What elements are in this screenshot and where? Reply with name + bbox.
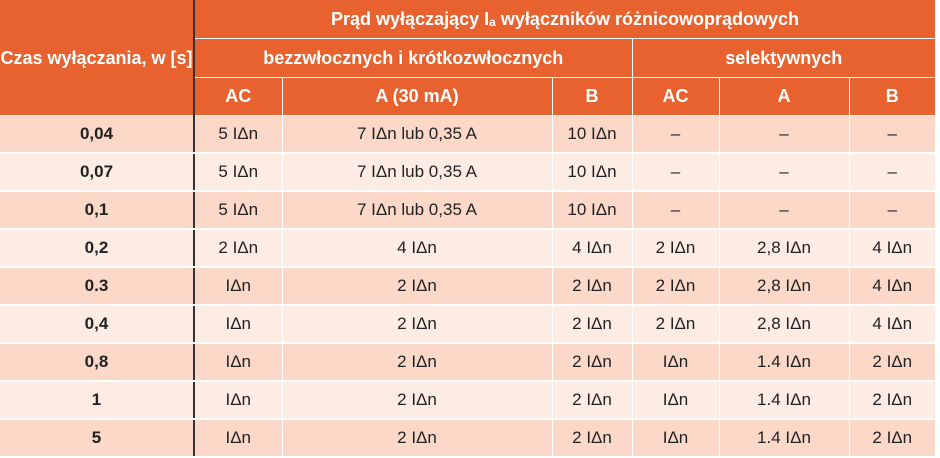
value-cell: 10 IΔn bbox=[551, 191, 632, 230]
value-cell: 10 IΔn bbox=[551, 153, 632, 192]
value-cell: – bbox=[718, 191, 849, 230]
table-header: Czas wyłączania, w [s] Prąd wyłączający … bbox=[0, 0, 936, 116]
time-cell: 0,2 bbox=[0, 229, 195, 268]
table-row: 5 IΔn 2 IΔn 2 IΔn IΔn 1.4 IΔn 2 IΔn bbox=[0, 419, 936, 458]
value-cell: – bbox=[718, 153, 849, 192]
value-cell: 2,8 IΔn bbox=[718, 305, 849, 344]
column-header-selective-ac: AC bbox=[631, 77, 719, 116]
value-cell: IΔn bbox=[631, 343, 719, 382]
value-cell: 5 IΔn bbox=[193, 115, 282, 154]
value-cell: 2 IΔn bbox=[281, 343, 552, 382]
value-cell: IΔn bbox=[193, 343, 282, 382]
value-cell: 4 IΔn bbox=[551, 229, 632, 268]
value-cell: 1.4 IΔn bbox=[718, 343, 849, 382]
time-cell: 1 bbox=[0, 381, 195, 420]
value-cell: 4 IΔn bbox=[848, 305, 936, 344]
group-selective-header: selektywnych bbox=[631, 38, 936, 78]
table-row: 0.3 IΔn 2 IΔn 2 IΔn 2 IΔn 2,8 IΔn 4 IΔn bbox=[0, 267, 936, 306]
value-cell: 2 IΔn bbox=[551, 267, 632, 306]
value-cell: 2 IΔn bbox=[551, 419, 632, 458]
value-cell: 2 IΔn bbox=[848, 419, 936, 458]
value-cell: 7 IΔn lub 0,35 A bbox=[281, 115, 552, 154]
value-cell: 1.4 IΔn bbox=[718, 419, 849, 458]
table-body: 0,04 5 IΔn 7 IΔn lub 0,35 A 10 IΔn – – –… bbox=[0, 115, 936, 458]
value-cell: 2 IΔn bbox=[281, 381, 552, 420]
value-cell: 2 IΔn bbox=[631, 229, 719, 268]
value-cell: – bbox=[631, 153, 719, 192]
value-cell: 10 IΔn bbox=[551, 115, 632, 154]
column-header-a-30ma: A (30 mA) bbox=[281, 77, 552, 116]
value-cell: 2 IΔn bbox=[631, 267, 719, 306]
table-row: 0,2 2 IΔn 4 IΔn 4 IΔn 2 IΔn 2,8 IΔn 4 IΔ… bbox=[0, 229, 936, 268]
value-cell: IΔn bbox=[193, 381, 282, 420]
value-cell: IΔn bbox=[193, 305, 282, 344]
column-header-selective-a: A bbox=[718, 77, 849, 116]
value-cell: 2 IΔn bbox=[551, 381, 632, 420]
value-cell: IΔn bbox=[193, 267, 282, 306]
table-row: 0,07 5 IΔn 7 IΔn lub 0,35 A 10 IΔn – – – bbox=[0, 153, 936, 192]
group-instant-header: bezzwłocznych i krótkozwłocznych bbox=[193, 38, 632, 78]
value-cell: 7 IΔn lub 0,35 A bbox=[281, 191, 552, 230]
value-cell: IΔn bbox=[193, 419, 282, 458]
value-cell: – bbox=[631, 115, 719, 154]
value-cell: IΔn bbox=[631, 419, 719, 458]
main-title-header: Prąd wyłączający Iₐ wyłączników różnicow… bbox=[193, 0, 936, 39]
column-header-b: B bbox=[551, 77, 632, 116]
value-cell: 2 IΔn bbox=[631, 305, 719, 344]
table-row: 0,1 5 IΔn 7 IΔn lub 0,35 A 10 IΔn – – – bbox=[0, 191, 936, 230]
value-cell: 2,8 IΔn bbox=[718, 267, 849, 306]
time-cell: 0,1 bbox=[0, 191, 195, 230]
value-cell: 2 IΔn bbox=[551, 305, 632, 344]
table-row: 1 IΔn 2 IΔn 2 IΔn IΔn 1.4 IΔn 2 IΔn bbox=[0, 381, 936, 420]
value-cell: IΔn bbox=[631, 381, 719, 420]
value-cell: 2 IΔn bbox=[281, 267, 552, 306]
value-cell: 2 IΔn bbox=[848, 343, 936, 382]
column-header-ac: AC bbox=[193, 77, 282, 116]
time-cell: 0,04 bbox=[0, 115, 195, 154]
value-cell: 2 IΔn bbox=[193, 229, 282, 268]
value-cell: 1.4 IΔn bbox=[718, 381, 849, 420]
value-cell: 4 IΔn bbox=[848, 267, 936, 306]
time-cell: 0,8 bbox=[0, 343, 195, 382]
value-cell: – bbox=[848, 153, 936, 192]
time-cell: 0,07 bbox=[0, 153, 195, 192]
value-cell: 2 IΔn bbox=[281, 419, 552, 458]
value-cell: 5 IΔn bbox=[193, 153, 282, 192]
value-cell: 2,8 IΔn bbox=[718, 229, 849, 268]
value-cell: – bbox=[848, 191, 936, 230]
table-row: 0,4 IΔn 2 IΔn 2 IΔn 2 IΔn 2,8 IΔn 4 IΔn bbox=[0, 305, 936, 344]
value-cell: – bbox=[718, 115, 849, 154]
value-cell: – bbox=[631, 191, 719, 230]
value-cell: 2 IΔn bbox=[551, 343, 632, 382]
time-column-header: Czas wyłączania, w [s] bbox=[0, 0, 195, 116]
column-header-selective-b: B bbox=[848, 77, 936, 116]
table-row: 0,04 5 IΔn 7 IΔn lub 0,35 A 10 IΔn – – – bbox=[0, 115, 936, 154]
value-cell: – bbox=[848, 115, 936, 154]
table-row: 0,8 IΔn 2 IΔn 2 IΔn IΔn 1.4 IΔn 2 IΔn bbox=[0, 343, 936, 382]
value-cell: 2 IΔn bbox=[281, 305, 552, 344]
value-cell: 2 IΔn bbox=[848, 381, 936, 420]
time-cell: 0.3 bbox=[0, 267, 195, 306]
value-cell: 4 IΔn bbox=[281, 229, 552, 268]
time-cell: 0,4 bbox=[0, 305, 195, 344]
value-cell: 5 IΔn bbox=[193, 191, 282, 230]
value-cell: 7 IΔn lub 0,35 A bbox=[281, 153, 552, 192]
value-cell: 4 IΔn bbox=[848, 229, 936, 268]
time-cell: 5 bbox=[0, 419, 195, 458]
